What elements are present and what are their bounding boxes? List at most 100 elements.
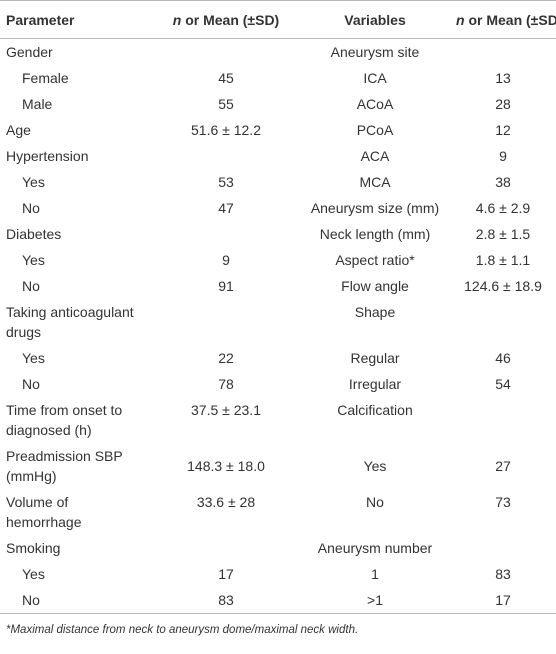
table-cell: 83 bbox=[218, 592, 234, 608]
table-cell: 33.6 ± 28 bbox=[196, 494, 256, 510]
table-cell: ACA bbox=[360, 148, 390, 164]
table-cell: 53 bbox=[218, 174, 234, 190]
table-cell: 17 bbox=[218, 566, 234, 582]
table-cell: Irregular bbox=[348, 376, 402, 392]
table-cell: 12 bbox=[495, 122, 511, 138]
table-cell: Aspect ratio* bbox=[335, 252, 415, 268]
table-cell: Smoking bbox=[6, 540, 61, 556]
data-table: Parameter n or Mean (±SD) Variables n or… bbox=[0, 0, 556, 614]
table-cell: 13 bbox=[495, 70, 511, 86]
table-body: Gender Aneurysm site Female 45 ICA 13 Male 55 AC… bbox=[0, 39, 556, 614]
table-cell: 45 bbox=[218, 70, 234, 86]
table-cell: Preadmission SBP (mmHg) bbox=[6, 448, 123, 484]
table-row: Volume of hemorrhage 33.6 ± 28 No 73 bbox=[0, 489, 556, 535]
table-cell bbox=[450, 535, 556, 561]
table-cell: >1 bbox=[367, 592, 383, 608]
table-cell: Yes bbox=[22, 350, 45, 366]
table-cell: 83 bbox=[495, 566, 511, 582]
header-text: or Mean (±SD) bbox=[181, 11, 280, 28]
table-cell: PCoA bbox=[356, 122, 394, 138]
table-cell: No bbox=[22, 376, 40, 392]
table-cell: 22 bbox=[218, 350, 234, 366]
table-cell: Yes bbox=[363, 458, 387, 474]
table-cell bbox=[450, 299, 556, 345]
table-row: Age 51.6 ± 12.2 PCoA 12 bbox=[0, 117, 556, 143]
table-row: Diabetes Neck length (mm) 2.8 ± 1.5 bbox=[0, 221, 556, 247]
table-cell bbox=[152, 535, 300, 561]
table-cell: 38 bbox=[495, 174, 511, 190]
table-cell: Time from onset to diagnosed (h) bbox=[6, 402, 123, 438]
table-cell: Female bbox=[22, 70, 69, 86]
table-cell: 54 bbox=[495, 376, 511, 392]
table-cell: Calcification bbox=[337, 402, 413, 418]
table-cell: Flow angle bbox=[341, 278, 409, 294]
table-row: Female 45 ICA 13 bbox=[0, 65, 556, 91]
table-cell: Aneurysm number bbox=[317, 540, 433, 556]
table-cell: 124.6 ± 18.9 bbox=[464, 278, 542, 294]
table-cell: ACoA bbox=[356, 96, 394, 112]
table-row: Yes 9 Aspect ratio* 1.8 ± 1.1 bbox=[0, 247, 556, 273]
table-cell: Yes bbox=[22, 174, 45, 190]
table-cell bbox=[152, 299, 300, 345]
table-cell: MCA bbox=[359, 174, 391, 190]
table-cell bbox=[152, 39, 300, 66]
table-cell: Diabetes bbox=[6, 226, 62, 242]
table-cell: Male bbox=[22, 96, 53, 112]
table-cell: Regular bbox=[350, 350, 400, 366]
table-row: Time from onset to diagnosed (h) 37.5 ± 2… bbox=[0, 397, 556, 443]
table-cell: Taking anticoagulant drugs bbox=[6, 304, 134, 340]
table-row: Hypertension ACA 9 bbox=[0, 143, 556, 169]
header-italic: n bbox=[172, 11, 182, 28]
table-cell: ICA bbox=[363, 70, 387, 86]
header-cell: n or Mean (±SD) bbox=[152, 0, 300, 39]
table-cell: 4.6 ± 2.9 bbox=[475, 200, 531, 216]
table-cell: 9 bbox=[222, 252, 230, 268]
table-cell bbox=[450, 397, 556, 443]
table-cell: 37.5 ± 23.1 bbox=[191, 402, 261, 418]
table-cell: 55 bbox=[218, 96, 234, 112]
table-cell: 1 bbox=[371, 566, 379, 582]
table-cell: 17 bbox=[495, 592, 511, 608]
table-cell bbox=[152, 143, 300, 169]
table-row: No 91 Flow angle 124.6 ± 18.9 bbox=[0, 273, 556, 299]
table-row: Yes 17 1 83 bbox=[0, 561, 556, 587]
table-row: Gender Aneurysm site bbox=[0, 39, 556, 66]
table-row: No 47 Aneurysm size (mm) 4.6 ± 2.9 bbox=[0, 195, 556, 221]
header-cell: n or Mean (±SD) bbox=[450, 0, 556, 39]
table-cell bbox=[450, 39, 556, 66]
table-cell bbox=[152, 221, 300, 247]
table-cell: Yes bbox=[22, 252, 45, 268]
table-cell: 91 bbox=[218, 278, 234, 294]
table-cell: 46 bbox=[495, 350, 511, 366]
table-cell: No bbox=[22, 278, 40, 294]
table-cell: 27 bbox=[495, 458, 511, 474]
table-cell: 148.3 ± 18.0 bbox=[187, 458, 265, 474]
table-cell: Shape bbox=[354, 304, 396, 320]
table-row: No 78 Irregular 54 bbox=[0, 371, 556, 397]
header-text: or Mean (±SD) bbox=[464, 11, 556, 28]
table-cell: 78 bbox=[218, 376, 234, 392]
table-cell: 51.6 ± 12.2 bbox=[191, 122, 261, 138]
table-cell: No bbox=[22, 200, 40, 216]
table-cell: No bbox=[366, 494, 384, 510]
table-cell: Hypertension bbox=[6, 148, 89, 164]
header-cell: Variables bbox=[300, 0, 450, 39]
header-row: Parameter n or Mean (±SD) Variables n or… bbox=[0, 0, 556, 39]
table-cell: 9 bbox=[499, 148, 507, 164]
table-cell: Aneurysm size (mm) bbox=[310, 200, 440, 216]
footnote: *Maximal distance from neck to aneurysm … bbox=[6, 624, 359, 636]
table-header: Parameter n or Mean (±SD) Variables n or… bbox=[0, 0, 556, 39]
table-cell: 28 bbox=[495, 96, 511, 112]
table-row: Taking anticoagulant drugs Shape bbox=[0, 299, 556, 345]
table-cell: No bbox=[22, 592, 40, 608]
table-row: No 83 >1 17 bbox=[0, 587, 556, 614]
table-cell: 73 bbox=[495, 494, 511, 510]
table-cell: 47 bbox=[218, 200, 234, 216]
table-row: Smoking Aneurysm number bbox=[0, 535, 556, 561]
table-cell: Gender bbox=[6, 44, 53, 60]
header-cell: Parameter bbox=[0, 0, 152, 39]
table-cell: 2.8 ± 1.5 bbox=[475, 226, 531, 242]
table-row: Yes 22 Regular 46 bbox=[0, 345, 556, 371]
table-cell: Neck length (mm) bbox=[319, 226, 431, 242]
